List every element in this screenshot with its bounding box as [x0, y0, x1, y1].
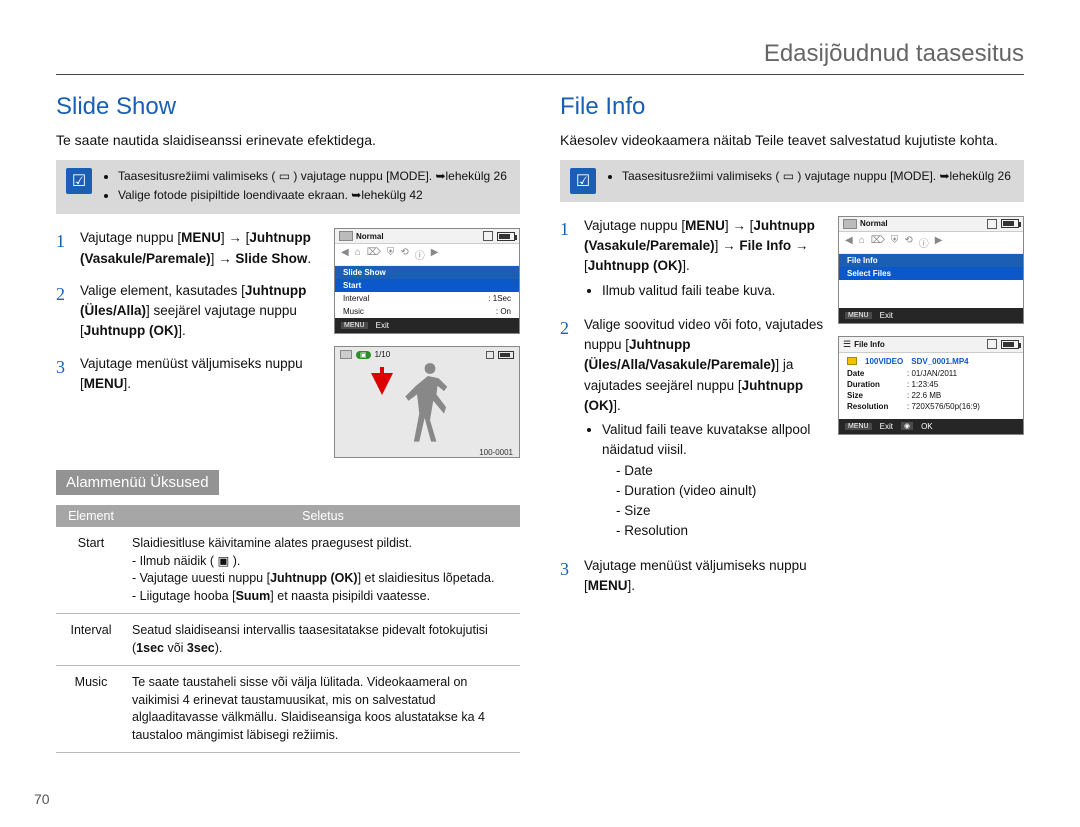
note-item: Valige fotode pisipiltide loendivaate ek…	[118, 187, 507, 203]
step-text: Vajutage nuppu [MENU] → [Juhtnupp (Vasak…	[584, 216, 826, 303]
page-number: 70	[34, 791, 50, 807]
step-text: Vajutage menüüst väljumiseks nuppu [MENU…	[584, 556, 826, 597]
step-number: 3	[56, 354, 70, 395]
note-box-right: ☑ Taasesitusrežiimi valimiseks ( ▭ ) vaj…	[560, 160, 1024, 202]
table-row: MusicTe saate taustaheli sisse või välja…	[56, 666, 520, 753]
slide-show-title: Slide Show	[56, 93, 520, 121]
step-number: 3	[560, 556, 574, 597]
file-info-section: File Info Käesolev videokaamera näitab T…	[560, 93, 1024, 753]
table-row: Start Slaidiesitluse käivitamine alates …	[56, 527, 520, 614]
step-number: 1	[560, 216, 574, 303]
step-text: Vajutage menüüst väljumiseks nuppu [MENU…	[80, 354, 322, 395]
table-row: IntervalSeatud slaidiseansi intervallis …	[56, 614, 520, 666]
file-info-intro: Käesolev videokaamera näitab Teile teave…	[560, 131, 1024, 150]
page-header: Edasijõudnud taasesitus	[56, 40, 1024, 75]
step-text: Valige element, kasutades [Juhtnupp (Üle…	[80, 281, 322, 342]
slide-show-section: Slide Show Te saate nautida slaidiseanss…	[56, 93, 520, 753]
file-info-title: File Info	[560, 93, 1024, 121]
check-icon: ☑	[570, 168, 596, 194]
note-item: Taasesitusrežiimi valimiseks ( ▭ ) vajut…	[622, 168, 1011, 184]
folder-icon	[847, 357, 857, 365]
lcd-fileinfo-menu: Normal ◀⌂⌦⛨⟲ⓘ▶ File Info Select Files ME…	[838, 216, 1024, 324]
step-number: 2	[56, 281, 70, 342]
note-item: Taasesitusrežiimi valimiseks ( ▭ ) vajut…	[118, 168, 507, 184]
step-text: Vajutage nuppu [MENU] → [Juhtnupp (Vasak…	[80, 228, 322, 269]
slide-show-intro: Te saate nautida slaidiseanssi erinevate…	[56, 131, 520, 150]
check-icon: ☑	[66, 168, 92, 194]
lcd-slideshow-menu: Normal ◀⌂⌦⛨⟲ⓘ▶ Slide Show Start Interval…	[334, 228, 520, 334]
submenu-table: ElementSeletus Start Slaidiesitluse käiv…	[56, 505, 520, 753]
play-marker-icon	[371, 373, 393, 395]
note-box-left: ☑ Taasesitusrežiimi valimiseks ( ▭ ) vaj…	[56, 160, 520, 214]
submenu-heading: Alammenüü Üksused	[56, 470, 219, 495]
lcd-slideshow-play: ▣1/10 100-0001	[334, 346, 520, 458]
step-number: 1	[56, 228, 70, 269]
lcd-fileinfo-detail: ☰File Info 100VIDEOSDV_0001.MP4 Date: 01…	[838, 336, 1024, 435]
step-text: Valige soovitud video või foto, vajutade…	[584, 315, 826, 544]
step-number: 2	[560, 315, 574, 544]
silhouette-icon	[403, 361, 457, 447]
